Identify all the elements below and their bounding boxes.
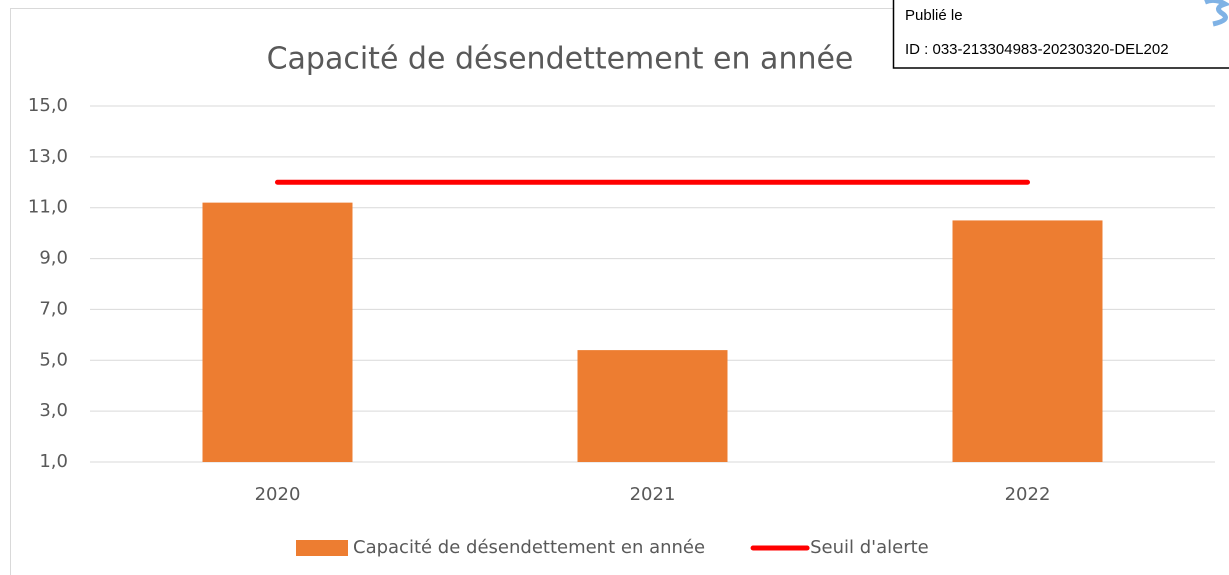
stamp-published: Publié le xyxy=(905,7,963,24)
y-tick-label: 5,0 xyxy=(39,349,68,370)
bar xyxy=(952,220,1103,462)
y-tick-label: 15,0 xyxy=(28,95,68,116)
stamp-logo xyxy=(1204,0,1229,27)
y-tick-label: 11,0 xyxy=(28,197,68,218)
y-tick-label: 1,0 xyxy=(39,451,68,472)
x-tick-label: 2021 xyxy=(630,484,676,505)
legend-label: Seuil d'alerte xyxy=(810,537,929,558)
stamp-box xyxy=(892,0,1229,69)
y-tick-label: 3,0 xyxy=(39,400,68,421)
y-tick-label: 9,0 xyxy=(39,248,68,269)
x-tick-label: 2022 xyxy=(1005,484,1051,505)
legend-swatch xyxy=(296,540,348,556)
stamp-id: ID : 033-213304983-20230320-DEL202 xyxy=(905,41,1169,58)
legend-label: Capacité de désendettement en année xyxy=(353,537,705,558)
x-tick-label: 2020 xyxy=(255,484,301,505)
bar xyxy=(202,202,353,462)
y-tick-label: 7,0 xyxy=(39,298,68,319)
y-tick-label: 13,0 xyxy=(28,146,68,167)
chart-title: Capacité de désendettement en année xyxy=(267,42,854,77)
bar xyxy=(577,350,728,462)
